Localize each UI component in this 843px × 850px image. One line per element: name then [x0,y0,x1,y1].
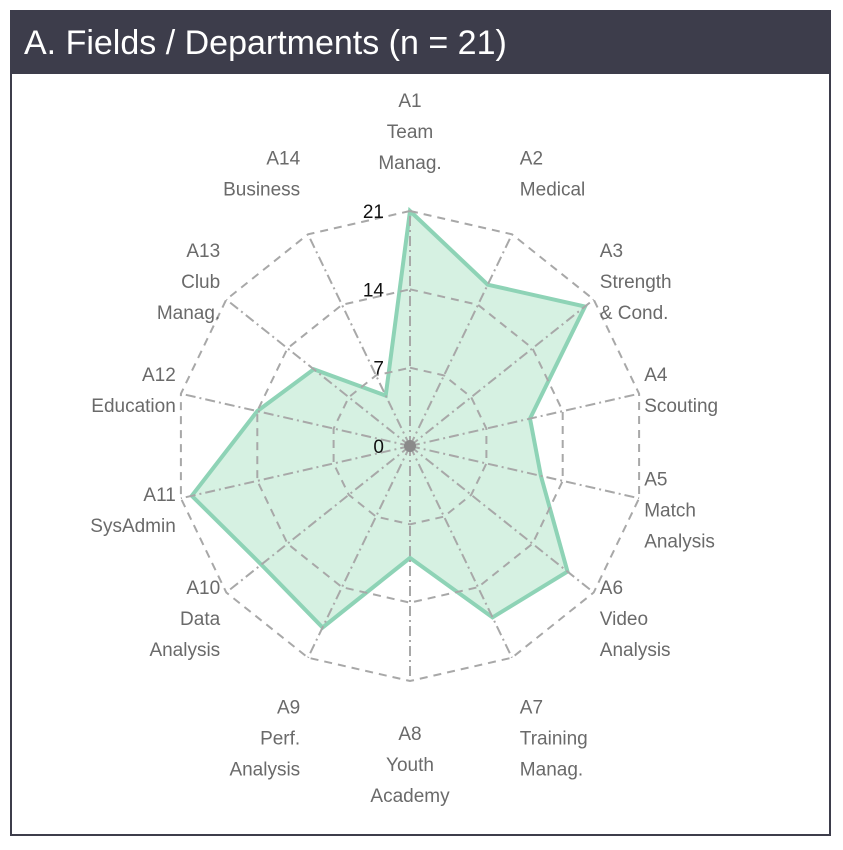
axis-label-a5: A5 Match Analysis [644,470,715,553]
spoke-a13 [225,298,411,447]
axis-label-a8: A8 Youth Academy [370,724,450,807]
axis-label-line: & Cond. [600,303,669,324]
axis-label-line: A3 [600,241,623,262]
axis-label-line: Academy [370,786,450,807]
axis-label-line: Business [223,180,300,201]
axis-label-a11: A11 SysAdmin [90,485,176,537]
axis-label-line: A8 [398,724,421,745]
data-area [189,206,588,631]
axis-label-line: A1 [398,91,421,112]
axis-label-a13: A13 Club Manag. [157,241,220,324]
axis-label-line: Youth [386,755,434,776]
axis-label-line: Team [387,122,433,143]
chart-frame: A. Fields / Departments (n = 21) [10,10,831,836]
axis-label-line: Analysis [600,640,671,661]
tick-label-21: 21 [363,202,384,223]
axis-label-line: Scouting [644,396,718,417]
axis-label-line: Analysis [229,759,300,780]
tick-label-7: 7 [373,359,384,380]
axis-label-line: SysAdmin [90,516,176,537]
spoke-a3 [409,298,595,447]
axis-label-line: A12 [142,365,176,386]
axis-label-line: A7 [520,697,543,718]
tick-label-0: 0 [373,437,384,458]
axis-label-line: Video [600,609,648,630]
axis-label-line: A10 [186,578,220,599]
axis-label-line: A11 [143,485,175,506]
axis-label-a6: A6 Video Analysis [600,578,671,661]
axis-label-line: Manag. [520,759,583,780]
axis-label-a14: A14 Business [223,149,301,201]
axis-label-line: Match [644,501,696,522]
axis-label-line: A13 [186,241,220,262]
axis-label-line: A5 [644,470,667,491]
axis-label-a2: A2 Medical [520,149,585,201]
axis-label-line: A9 [277,697,300,718]
spoke-a7 [409,445,513,659]
axis-label-line: Club [181,272,220,293]
spoke-a11 [180,445,411,500]
axis-label-line: Manag. [378,153,441,174]
axis-label-line: A2 [520,149,543,170]
axis-label-line: A14 [266,149,300,170]
axis-label-a9: A9 Perf. Analysis [229,697,300,780]
grid-ring-14 [256,288,564,604]
axis-label-a3: A3 Strength & Cond. [600,241,672,324]
spoke-a6 [409,445,595,594]
axis-label-a1: A1 Team Manag. [378,91,441,174]
axis-label-a10: A10 Data Analysis [149,578,220,661]
axis-label-a12: A12 Education [91,365,176,417]
center-marker [404,440,416,452]
axis-label-a7: A7 Training Manag. [520,697,588,780]
spoke-a12 [180,392,411,447]
axis-label-line: Analysis [149,640,220,661]
chart-title: A. Fields / Departments (n = 21) [12,12,829,74]
grid-ring-7 [332,366,488,526]
axis-label-a4: A4 Scouting [644,365,718,417]
axis-label-line: Training [520,728,588,749]
spoke-a14 [307,233,411,447]
axis-label-line: Analysis [644,532,715,553]
spoke-a9 [307,445,411,659]
axis-label-line: Education [91,396,176,417]
axis-label-line: Perf. [260,728,300,749]
tick-label-14: 14 [363,280,385,301]
axis-label-line: A6 [600,578,623,599]
spoke-a5 [409,445,640,500]
axis-label-line: A4 [644,365,668,386]
axis-label-line: Data [180,609,221,630]
axis-label-line: Medical [520,180,585,201]
spoke-a10 [225,445,411,594]
axis-label-line: Strength [600,272,672,293]
axis-label-line: Manag. [157,303,220,324]
spoke-a4 [409,392,640,447]
spoke-a2 [409,233,513,447]
